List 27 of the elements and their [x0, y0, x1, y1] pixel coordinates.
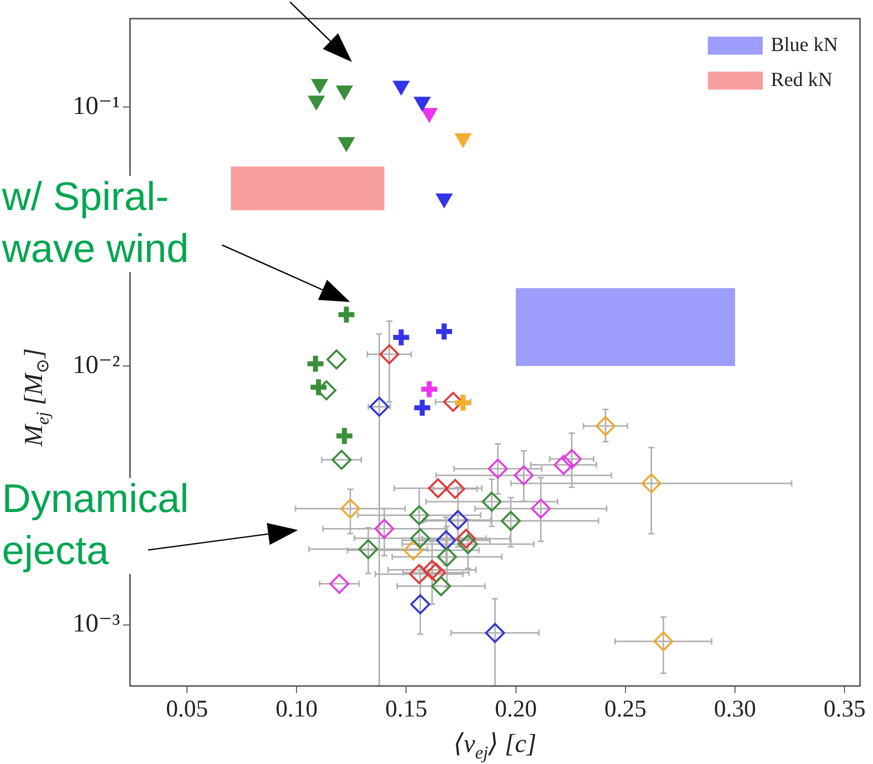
x-tick-label: 0.35	[824, 696, 866, 723]
point	[421, 108, 438, 122]
y-axis-title: Mej [M⊙]	[19, 348, 52, 448]
point	[336, 86, 352, 100]
point	[393, 80, 410, 95]
x-tick-label: 0.30	[714, 696, 756, 723]
point	[332, 450, 352, 470]
point	[414, 96, 430, 111]
point	[308, 96, 324, 110]
point	[329, 574, 350, 594]
x-tick-label: 0.10	[276, 696, 318, 723]
annotation: Dynamical ejecta	[2, 477, 189, 573]
point	[338, 137, 354, 152]
x-tick-label: 0.20	[494, 696, 537, 723]
y-tick-label: 10⁻²	[72, 350, 120, 379]
legend-label: Blue kN	[770, 34, 838, 56]
point	[455, 133, 471, 148]
x-tick-label: 0.15	[385, 696, 428, 723]
y-tick-label: 10⁻¹	[72, 91, 120, 120]
point	[436, 193, 452, 208]
y-tick-label: 10⁻³	[72, 608, 120, 638]
legend-label: Red kN	[770, 68, 832, 91]
point	[312, 78, 328, 93]
point	[326, 349, 347, 370]
x-tick-label: 0.05	[166, 696, 208, 723]
x-tick-label: 0.25	[604, 696, 646, 723]
annotation: w/ Spiral- wave wind	[1, 175, 189, 271]
